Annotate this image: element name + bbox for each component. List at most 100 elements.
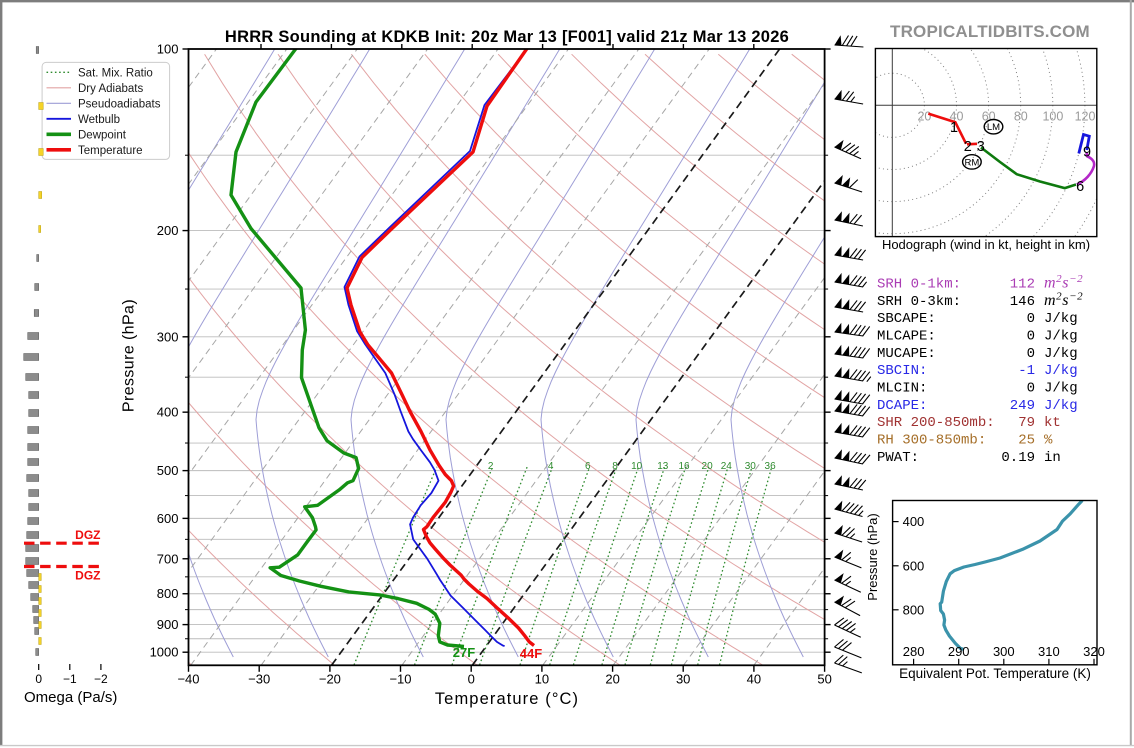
svg-text:in: in [1044, 450, 1061, 466]
svg-text:0: 0 [468, 672, 475, 687]
svg-text:200: 200 [157, 223, 179, 238]
svg-text:PWAT:: PWAT: [877, 450, 919, 466]
svg-text:1: 1 [950, 120, 958, 136]
svg-text:LM: LM [987, 122, 1000, 133]
svg-text:MLCIN:: MLCIN: [877, 381, 927, 397]
svg-text:36: 36 [765, 461, 777, 472]
svg-text:800: 800 [157, 586, 179, 601]
svg-text:HRRR Sounding at KDKB Init: 20: HRRR Sounding at KDKB Init: 20z Mar 13 [… [225, 28, 789, 46]
svg-text:6: 6 [1076, 179, 1084, 195]
svg-text:Temperature: Temperature [78, 145, 143, 157]
svg-text:40: 40 [950, 110, 964, 124]
svg-text:%: % [1044, 433, 1053, 449]
svg-text:−20: −20 [319, 672, 341, 687]
svg-text:0: 0 [1027, 311, 1035, 327]
svg-text:44F: 44F [520, 646, 542, 661]
svg-text:24: 24 [721, 461, 733, 472]
svg-text:−30: −30 [248, 672, 270, 687]
svg-text:6: 6 [585, 461, 591, 472]
svg-text:290: 290 [948, 644, 970, 659]
svg-text:40: 40 [747, 672, 761, 687]
svg-text:3: 3 [977, 139, 985, 155]
svg-text:Temperature (°C): Temperature (°C) [435, 690, 579, 708]
svg-text:8: 8 [612, 461, 618, 472]
svg-text:30: 30 [676, 672, 690, 687]
svg-text:J/kg: J/kg [1044, 363, 1078, 379]
svg-text:Pressure (hPa): Pressure (hPa) [865, 513, 880, 600]
svg-text:249: 249 [1010, 398, 1035, 414]
svg-text:Dewpoint: Dewpoint [78, 129, 127, 141]
svg-text:50: 50 [817, 672, 831, 687]
svg-text:400: 400 [903, 514, 925, 529]
svg-text:100: 100 [157, 42, 179, 57]
svg-text:J/kg: J/kg [1044, 398, 1078, 414]
svg-text:0.19: 0.19 [1001, 450, 1035, 466]
svg-text:Equivalent Pot. Temperature (K: Equivalent Pot. Temperature (K) [899, 666, 1091, 681]
svg-text:RM: RM [965, 157, 980, 168]
svg-text:SBCIN:: SBCIN: [877, 363, 927, 379]
svg-text:0: 0 [1027, 329, 1035, 345]
svg-text:TROPICALTIDBITS.COM: TROPICALTIDBITS.COM [890, 22, 1090, 41]
svg-text:4: 4 [548, 461, 554, 472]
svg-text:120: 120 [1075, 110, 1096, 124]
svg-text:16: 16 [678, 461, 690, 472]
svg-text:300: 300 [157, 329, 179, 344]
svg-text:600: 600 [157, 511, 179, 526]
svg-text:J/kg: J/kg [1044, 311, 1078, 327]
svg-text:Hodograph (wind in kt, height: Hodograph (wind in kt, height in km) [882, 237, 1090, 252]
svg-text:Wetbulb: Wetbulb [78, 114, 120, 126]
svg-text:20: 20 [605, 672, 619, 687]
svg-text:80: 80 [1014, 110, 1028, 124]
svg-text:DCAPE:: DCAPE: [877, 398, 927, 414]
svg-text:SHR 200-850mb:: SHR 200-850mb: [877, 415, 995, 431]
svg-text:20: 20 [702, 461, 714, 472]
svg-text:30: 30 [745, 461, 757, 472]
svg-text:−10: −10 [389, 672, 411, 687]
svg-text:Dry Adiabats: Dry Adiabats [78, 83, 143, 95]
svg-text:−2: −2 [94, 672, 108, 686]
svg-text:kt: kt [1044, 415, 1061, 431]
svg-text:DGZ: DGZ [75, 569, 100, 583]
svg-text:112: 112 [1010, 277, 1035, 293]
svg-text:J/kg: J/kg [1044, 346, 1078, 362]
svg-text:0: 0 [35, 672, 42, 686]
svg-text:9: 9 [1083, 145, 1091, 161]
svg-text:400: 400 [157, 405, 179, 420]
svg-text:27F: 27F [453, 645, 475, 660]
svg-text:100: 100 [1042, 110, 1063, 124]
svg-text:146: 146 [1010, 294, 1035, 310]
svg-text:Omega (Pa/s): Omega (Pa/s) [24, 689, 117, 706]
svg-text:0: 0 [1027, 381, 1035, 397]
svg-text:Pseudoadiabats: Pseudoadiabats [78, 98, 161, 110]
svg-text:320: 320 [1083, 644, 1105, 659]
svg-text:SBCAPE:: SBCAPE: [877, 311, 936, 327]
svg-text:SRH 0-1km:: SRH 0-1km: [877, 277, 961, 293]
svg-text:300: 300 [993, 644, 1015, 659]
svg-text:2: 2 [488, 461, 494, 472]
svg-text:MLCAPE:: MLCAPE: [877, 329, 936, 345]
svg-text:−40: −40 [177, 672, 199, 687]
svg-text:Sat. Mix. Ratio: Sat. Mix. Ratio [78, 67, 153, 79]
svg-text:20: 20 [917, 110, 931, 124]
svg-text:79: 79 [1018, 415, 1035, 431]
svg-text:310: 310 [1038, 644, 1060, 659]
svg-text:SRH 0-3km:: SRH 0-3km: [877, 294, 961, 310]
svg-text:2: 2 [964, 139, 972, 155]
svg-text:280: 280 [903, 644, 925, 659]
svg-text:900: 900 [157, 617, 179, 632]
svg-text:0: 0 [1027, 346, 1035, 362]
svg-text:10: 10 [535, 672, 549, 687]
svg-text:1000: 1000 [150, 645, 179, 660]
svg-text:700: 700 [157, 551, 179, 566]
svg-text:600: 600 [903, 558, 925, 573]
svg-text:25: 25 [1018, 433, 1035, 449]
svg-text:RH 300-850mb:: RH 300-850mb: [877, 433, 986, 449]
svg-text:800: 800 [903, 602, 925, 617]
svg-text:−1: −1 [63, 672, 77, 686]
svg-text:500: 500 [157, 463, 179, 478]
svg-text:-1: -1 [1018, 363, 1035, 379]
svg-text:10: 10 [631, 461, 643, 472]
svg-text:Pressure (hPa): Pressure (hPa) [121, 299, 138, 412]
svg-text:J/kg: J/kg [1044, 381, 1078, 397]
svg-text:13: 13 [657, 461, 669, 472]
